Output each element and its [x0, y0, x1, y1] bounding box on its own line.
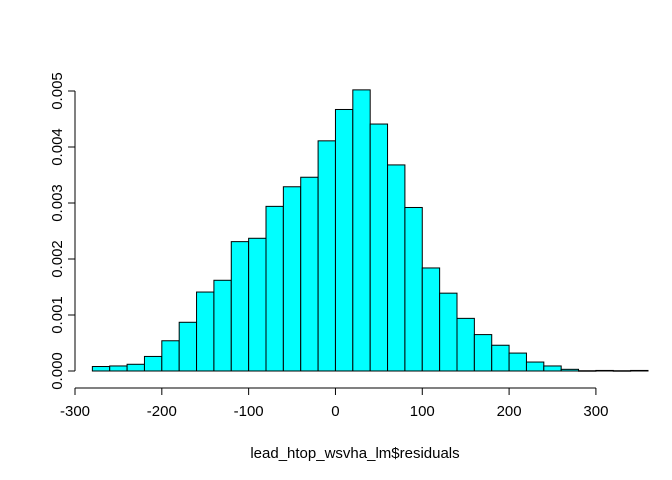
histogram-bar: [473, 334, 493, 372]
histogram-bar: [578, 370, 597, 372]
histogram-bar: [543, 365, 562, 372]
histogram-bar: [248, 237, 267, 372]
histogram-bar: [178, 321, 198, 372]
histogram-bar: [612, 370, 632, 372]
histogram-bar: [317, 140, 336, 372]
histogram-bar: [421, 267, 441, 372]
histogram-bar: [630, 369, 649, 372]
y-tick-label: 0.000: [49, 352, 66, 390]
x-tick-label: -100: [234, 403, 264, 420]
histogram-bar: [213, 279, 232, 372]
histogram-bar: [369, 123, 389, 372]
histogram-bars: [91, 89, 649, 372]
y-tick-label: 0.002: [49, 240, 66, 278]
histogram-bar: [196, 291, 215, 372]
histogram-bar: [265, 205, 284, 372]
histogram-bar: [334, 108, 354, 372]
x-tick-label: -300: [60, 403, 90, 420]
histogram-bar: [508, 352, 527, 372]
histogram-bar: [525, 361, 545, 372]
x-tick-label: 100: [410, 403, 435, 420]
x-tick-label: 300: [583, 403, 608, 420]
histogram-bar: [404, 206, 423, 372]
x-tick-label: -200: [147, 403, 177, 420]
y-axis: 0.000 0.001 0.002 0.003 0.004 0.005: [49, 72, 76, 390]
histogram-bar: [491, 344, 510, 372]
x-axis-title: lead_htop_wsvha_lm$residuals: [250, 445, 459, 462]
histogram-bar: [560, 368, 580, 372]
histogram-bar: [387, 164, 406, 372]
histogram-bar: [282, 186, 302, 372]
histogram-bar: [230, 241, 250, 372]
histogram-bar: [352, 89, 371, 372]
histogram-bar: [143, 355, 163, 372]
histogram-bar: [109, 365, 128, 372]
histogram-bar: [300, 176, 319, 372]
x-axis: -300 -200 -100 0 100 200 300: [60, 387, 608, 420]
y-tick-label: 0.003: [49, 184, 66, 222]
histogram-bar: [456, 317, 475, 372]
y-tick-label: 0.005: [49, 72, 66, 110]
y-tick-label: 0.001: [49, 296, 66, 334]
histogram-bar: [126, 363, 145, 372]
x-tick-label: 200: [497, 403, 522, 420]
y-tick-label: 0.004: [49, 128, 66, 166]
x-tick-label: 0: [331, 403, 339, 420]
histogram-bar: [91, 366, 111, 372]
histogram-bar: [161, 340, 180, 372]
histogram-bar: [439, 292, 458, 372]
histogram-bar: [595, 369, 614, 372]
